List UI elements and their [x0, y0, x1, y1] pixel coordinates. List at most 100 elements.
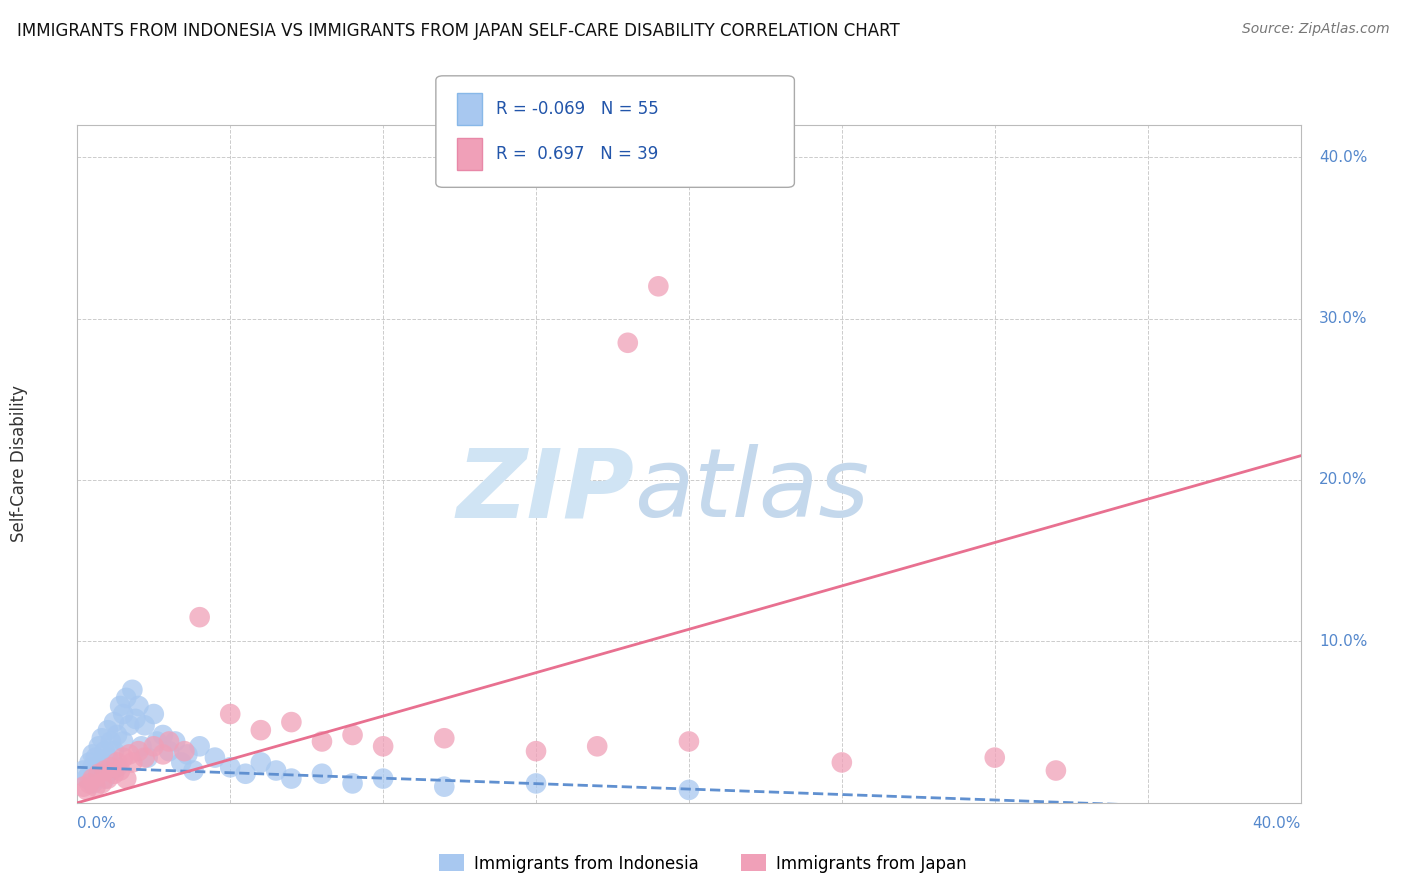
Text: Self-Care Disability: Self-Care Disability [10, 385, 28, 542]
Text: 40.0%: 40.0% [1319, 150, 1367, 165]
Text: R = -0.069   N = 55: R = -0.069 N = 55 [496, 100, 659, 118]
Point [524, 744, 547, 758]
Point [100, 764, 122, 778]
Point [87, 766, 110, 780]
Legend: Immigrants from Indonesia, Immigrants from Japan: Immigrants from Indonesia, Immigrants fr… [433, 847, 973, 880]
Point [617, 335, 640, 350]
Point [433, 731, 456, 746]
Point [176, 747, 198, 762]
Point [586, 739, 609, 754]
Point [371, 739, 394, 754]
Point [173, 744, 195, 758]
Point [219, 706, 242, 721]
Point [131, 739, 153, 754]
Point [82, 776, 104, 790]
Text: ZIP: ZIP [456, 444, 634, 538]
Point [100, 760, 122, 774]
Point [72, 780, 94, 794]
Point [170, 756, 193, 770]
Point [311, 734, 333, 748]
Point [280, 715, 302, 730]
Point [112, 706, 135, 721]
Point [72, 764, 94, 778]
Text: Source: ZipAtlas.com: Source: ZipAtlas.com [1241, 22, 1389, 37]
Point [94, 772, 117, 786]
Point [103, 744, 125, 758]
Point [280, 772, 302, 786]
Point [97, 772, 120, 786]
Point [142, 706, 165, 721]
Point [118, 747, 141, 762]
Point [84, 766, 107, 780]
Point [97, 750, 120, 764]
Point [152, 747, 174, 762]
Point [678, 734, 700, 748]
Point [146, 734, 169, 748]
Point [103, 715, 125, 730]
Point [103, 766, 125, 780]
Point [97, 723, 120, 738]
Point [90, 731, 112, 746]
Point [433, 780, 456, 794]
Point [100, 734, 122, 748]
Point [118, 718, 141, 732]
Point [79, 776, 101, 790]
Point [108, 764, 131, 778]
Point [108, 698, 131, 713]
Point [524, 776, 547, 790]
Point [115, 690, 138, 705]
Text: 0.0%: 0.0% [77, 816, 117, 831]
Point [157, 744, 180, 758]
Point [79, 756, 101, 770]
Point [82, 772, 104, 786]
Point [87, 764, 110, 778]
Text: R =  0.697   N = 39: R = 0.697 N = 39 [496, 145, 658, 163]
Point [76, 772, 98, 786]
Point [105, 728, 128, 742]
Point [188, 739, 211, 754]
Point [134, 718, 156, 732]
Point [121, 756, 143, 770]
Point [115, 772, 138, 786]
Point [82, 760, 104, 774]
Point [134, 750, 156, 764]
Point [264, 764, 287, 778]
Text: atlas: atlas [634, 444, 869, 538]
Point [188, 610, 211, 624]
Point [311, 766, 333, 780]
Point [342, 728, 364, 742]
Point [79, 766, 101, 780]
Point [76, 783, 98, 797]
Point [831, 756, 853, 770]
Point [250, 723, 273, 738]
Point [678, 783, 700, 797]
Point [183, 764, 205, 778]
Point [105, 760, 128, 774]
Point [112, 750, 135, 764]
Point [82, 747, 104, 762]
Point [1045, 764, 1067, 778]
Point [157, 734, 180, 748]
Point [647, 279, 669, 293]
Point [250, 756, 273, 770]
Text: 10.0%: 10.0% [1319, 634, 1367, 648]
Point [87, 739, 110, 754]
Text: 30.0%: 30.0% [1319, 311, 1368, 326]
Point [127, 744, 149, 758]
Point [342, 776, 364, 790]
Point [219, 760, 242, 774]
Point [94, 744, 117, 758]
Point [165, 734, 187, 748]
Text: IMMIGRANTS FROM INDONESIA VS IMMIGRANTS FROM JAPAN SELF-CARE DISABILITY CORRELAT: IMMIGRANTS FROM INDONESIA VS IMMIGRANTS … [17, 22, 900, 40]
Point [371, 772, 394, 786]
Point [127, 698, 149, 713]
Text: 40.0%: 40.0% [1253, 816, 1301, 831]
Point [136, 750, 159, 764]
Point [235, 766, 257, 780]
Point [152, 728, 174, 742]
Point [84, 780, 107, 794]
Point [90, 756, 112, 770]
Point [94, 764, 117, 778]
Point [124, 712, 146, 726]
Point [142, 739, 165, 754]
